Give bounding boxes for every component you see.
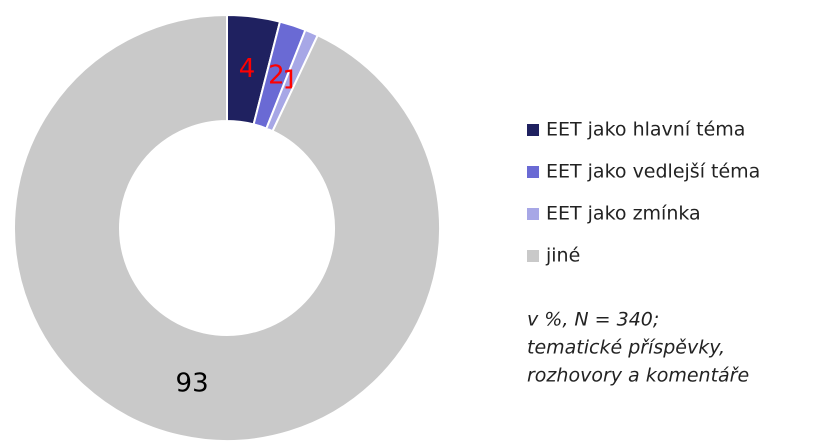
value-label: 2 <box>268 60 285 90</box>
legend-swatch <box>527 208 539 220</box>
value-label: 4 <box>239 54 256 84</box>
legend-swatch <box>527 250 539 262</box>
legend-label: EET jako vedlejší téma <box>546 161 760 183</box>
legend-label: EET jako zmínka <box>546 203 701 225</box>
legend-swatch <box>527 166 539 178</box>
note: v %, N = 340; <box>527 309 659 331</box>
legend-swatch <box>527 124 539 136</box>
donut-segment <box>13 13 441 441</box>
legend-label: EET jako hlavní téma <box>546 119 745 141</box>
legend-label: jiné <box>545 245 580 267</box>
value-label: 93 <box>176 369 209 399</box>
note: tematické příspěvky, <box>527 337 725 359</box>
note: rozhovory a komentáře <box>527 365 749 387</box>
